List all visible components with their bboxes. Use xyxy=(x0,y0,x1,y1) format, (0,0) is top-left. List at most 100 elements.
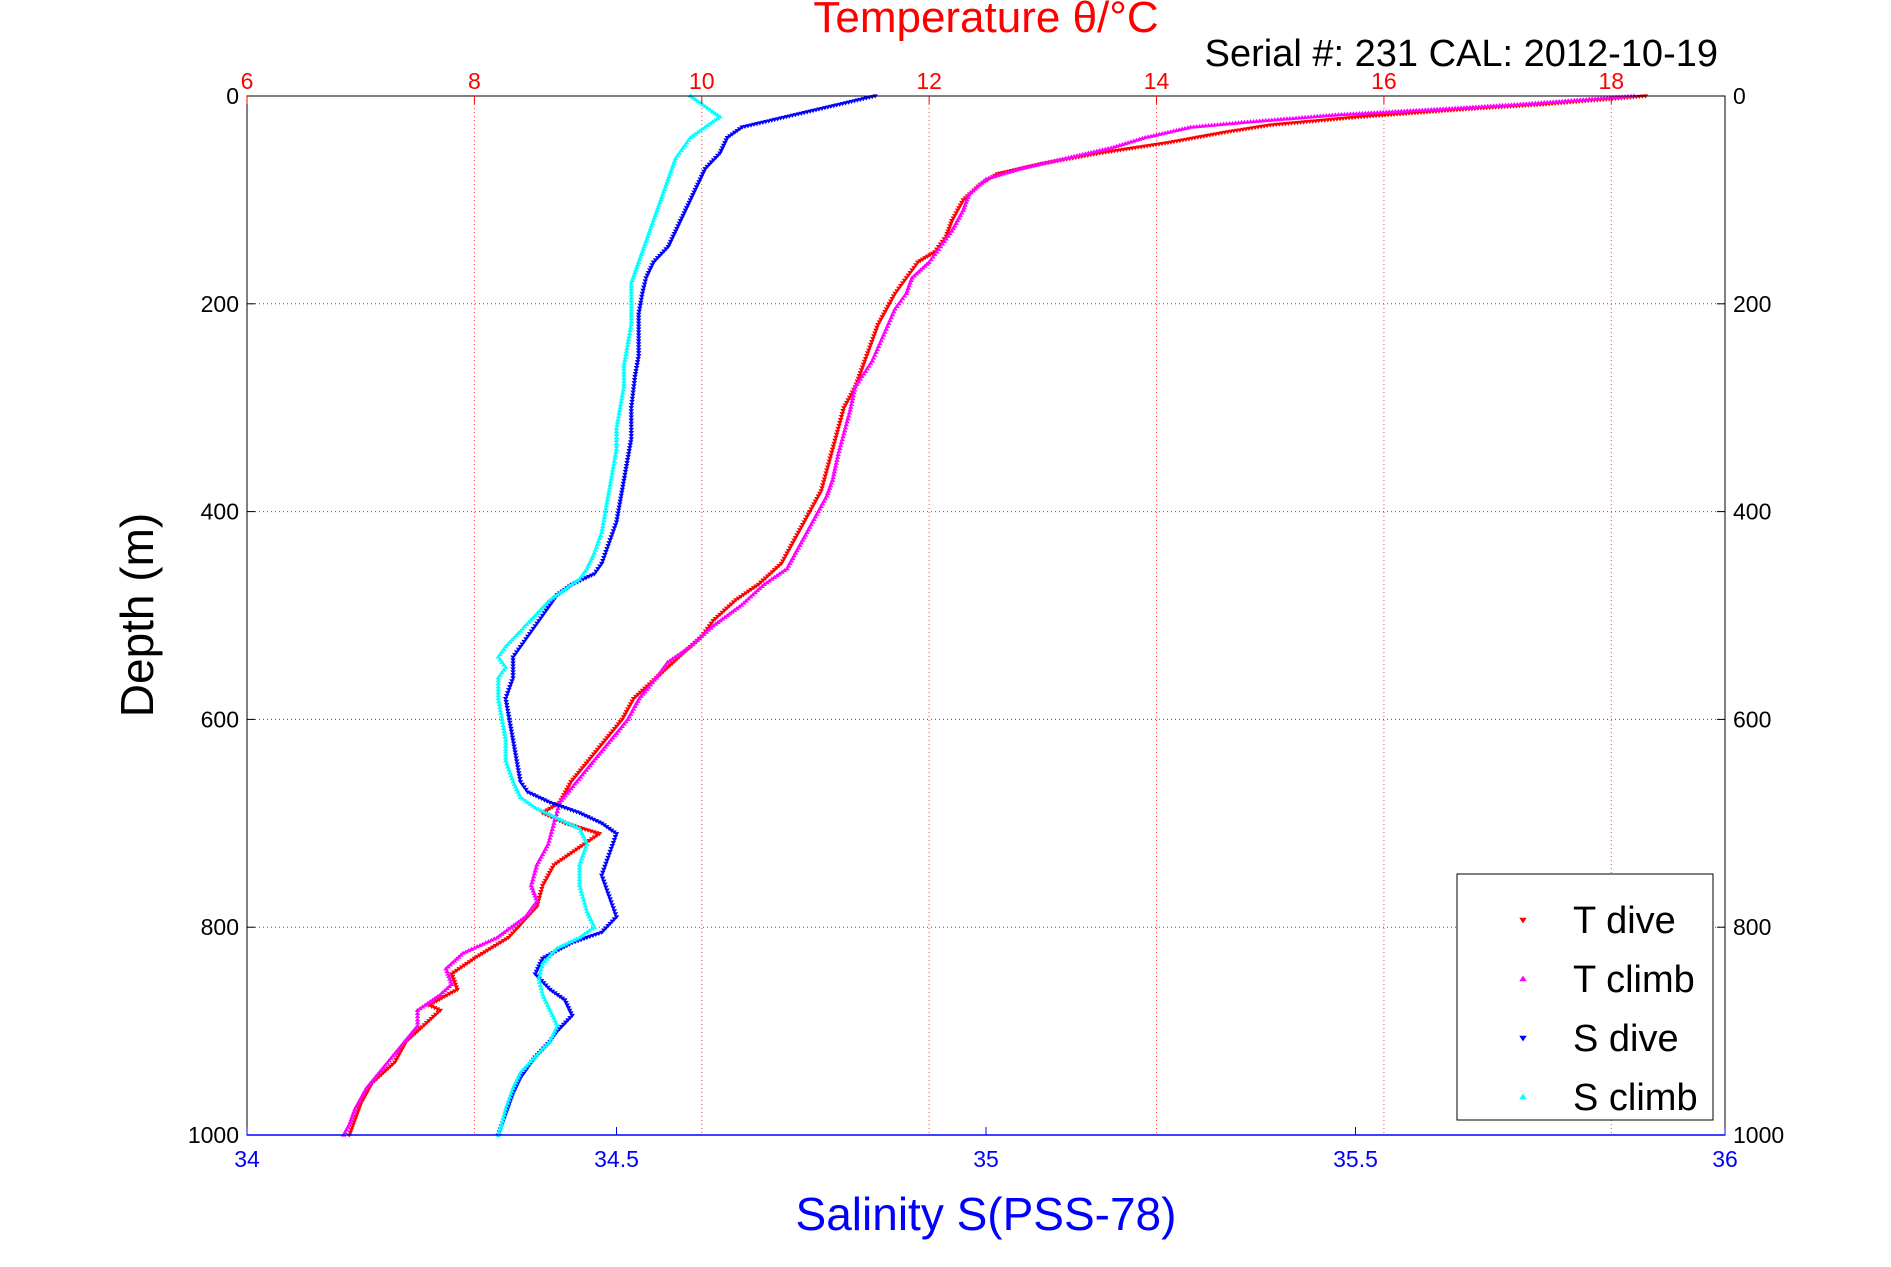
data-point xyxy=(917,267,924,272)
data-point xyxy=(614,517,620,522)
data-point xyxy=(384,1060,390,1065)
data-point xyxy=(630,706,637,711)
data-point xyxy=(460,950,466,955)
data-point xyxy=(593,544,600,549)
data-point xyxy=(609,843,616,849)
data-point xyxy=(960,198,967,203)
data-point xyxy=(352,1117,358,1122)
data-point xyxy=(578,856,585,861)
data-point xyxy=(710,623,716,628)
data-point xyxy=(675,224,681,229)
data-point xyxy=(699,102,706,107)
data-point xyxy=(702,103,708,109)
data-point xyxy=(608,737,614,742)
data-point xyxy=(1604,95,1610,100)
data-point xyxy=(530,874,537,879)
data-point xyxy=(795,530,802,535)
data-point xyxy=(482,940,489,945)
data-point xyxy=(575,776,582,782)
data-point xyxy=(633,694,639,700)
data-point xyxy=(523,637,529,642)
data-point xyxy=(574,936,580,941)
data-point xyxy=(891,309,897,314)
data-point xyxy=(1011,167,1018,173)
data-point xyxy=(553,811,560,817)
data-point xyxy=(540,981,547,986)
data-point xyxy=(568,938,574,944)
data-point xyxy=(663,662,669,667)
data-point xyxy=(717,612,723,617)
data-point xyxy=(566,583,573,588)
data-point xyxy=(709,109,716,114)
data-point xyxy=(838,414,845,420)
data-point xyxy=(622,472,628,478)
data-point xyxy=(530,877,536,882)
data-point xyxy=(750,592,756,597)
data-point xyxy=(347,1130,354,1135)
data-point xyxy=(839,437,846,442)
data-point xyxy=(1199,123,1206,128)
data-point xyxy=(628,418,635,423)
data-point xyxy=(655,672,661,677)
data-point xyxy=(907,271,913,276)
data-point xyxy=(546,871,553,876)
data-point xyxy=(712,155,719,161)
data-point xyxy=(1595,96,1601,101)
data-point xyxy=(452,982,459,987)
data-point xyxy=(830,444,837,449)
data-point xyxy=(530,903,536,909)
data-point xyxy=(885,304,891,309)
data-point xyxy=(801,520,807,525)
data-point xyxy=(510,738,516,743)
data-point xyxy=(1244,119,1251,124)
data-point xyxy=(509,776,515,781)
data-point xyxy=(520,796,526,801)
data-point xyxy=(880,332,887,337)
data-point xyxy=(605,544,611,549)
data-point xyxy=(939,241,946,246)
data-point xyxy=(543,983,549,988)
data-point xyxy=(367,1081,373,1086)
data-point xyxy=(1196,123,1203,128)
data-point xyxy=(696,180,702,185)
data-point xyxy=(532,868,539,873)
data-point xyxy=(845,416,851,421)
data-point xyxy=(510,673,516,678)
data-point xyxy=(1281,116,1287,121)
data-point xyxy=(897,298,904,303)
data-point xyxy=(591,758,597,763)
data-point xyxy=(869,339,875,345)
data-point xyxy=(551,820,557,825)
data-point xyxy=(1323,113,1330,118)
data-point xyxy=(445,964,451,969)
data-point xyxy=(951,213,958,219)
data-point xyxy=(521,639,527,644)
data-point xyxy=(1550,99,1557,104)
data-layer xyxy=(340,93,1649,1138)
data-point xyxy=(1302,114,1308,119)
data-point xyxy=(857,371,864,376)
data-point xyxy=(536,976,542,981)
data-point xyxy=(874,346,881,352)
data-point xyxy=(626,714,633,719)
data-point xyxy=(864,366,870,371)
data-point xyxy=(769,570,776,575)
data-point xyxy=(661,664,667,670)
data-point xyxy=(536,979,543,984)
data-point xyxy=(882,329,888,334)
data-point xyxy=(508,924,515,929)
data-point xyxy=(787,546,793,551)
data-point xyxy=(602,738,608,743)
data-point xyxy=(1290,115,1296,120)
data-point xyxy=(604,888,610,893)
data-point xyxy=(665,245,671,250)
data-point xyxy=(621,478,627,483)
tick-layer: 0 0 200 200 400 400 600 600 800 800 1000 1000 6 8 10 12… xyxy=(188,68,1784,1172)
data-point xyxy=(809,504,816,509)
data-point xyxy=(635,345,642,350)
series-t-climb xyxy=(340,93,1637,1137)
data-point xyxy=(513,633,519,638)
data-point xyxy=(676,221,683,226)
data-point xyxy=(502,644,509,649)
data-point xyxy=(525,799,531,805)
